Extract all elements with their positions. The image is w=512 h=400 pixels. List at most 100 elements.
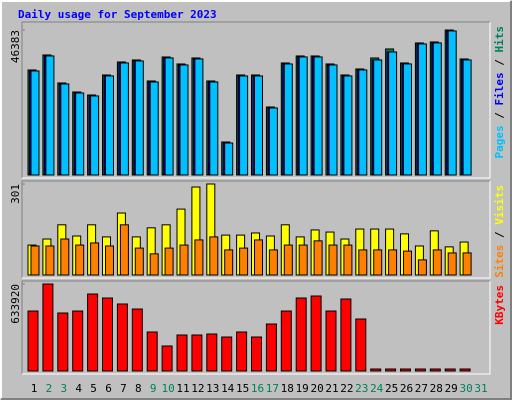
legend: KBytes [493,285,506,325]
bar [254,239,263,276]
x-tick-label: 29 [445,382,458,395]
bar [161,345,173,372]
x-tick-label: 26 [400,382,413,395]
bar [179,64,189,176]
x-tick-label: 20 [310,382,323,395]
x-tick-label: 6 [105,382,112,395]
plot-bevel [21,180,490,278]
x-tick-label: 1 [31,382,38,395]
plot-bevel [21,21,490,178]
bar [403,250,412,276]
x-tick-label: 31 [474,382,487,395]
bar [313,56,323,176]
legend-entry: Sites [493,245,506,278]
bar [131,308,143,372]
bar [72,310,84,372]
bar [87,293,99,372]
bar [251,336,262,372]
bar [265,323,277,372]
bar [146,331,158,372]
x-tick-label: 10 [161,382,174,395]
x-tick-label: 14 [221,382,235,395]
bar [385,368,397,372]
legend-entry: Pages [493,125,506,158]
bar [268,249,278,276]
bar [224,249,234,276]
bar [164,247,174,276]
bar [283,63,293,176]
x-tick-label: 2 [46,382,53,395]
legend-separator: / [493,106,506,126]
x-tick-label: 15 [236,382,249,395]
x-tick-label: 3 [60,382,67,395]
bar [45,245,55,276]
bar [328,64,338,176]
y-tick-label: 633920 [9,284,22,324]
x-tick-label: 22 [340,382,353,395]
x-tick-label: 28 [430,382,443,395]
bar [30,70,40,176]
bar [102,297,113,372]
bar [280,310,292,372]
bar [105,245,114,276]
bar [60,83,70,176]
bar [254,75,263,176]
bar [462,252,472,276]
y-tick-label: 301 [9,184,22,204]
x-tick-label: 5 [90,382,97,395]
bar [432,42,442,176]
bar [134,60,144,176]
legend-entry: Files [493,72,506,105]
x-tick-label: 11 [176,382,189,395]
bar [403,63,412,176]
x-tick-label: 30 [459,382,472,395]
bar [191,334,203,372]
bar [298,244,308,276]
bar [355,318,367,372]
bar [105,75,114,176]
bar [370,368,382,372]
plot-bevel [21,280,490,374]
bar [75,244,85,276]
legend-separator: / [493,225,506,245]
bar [149,81,159,176]
chart-title: Daily usage for September 2023 [18,8,217,21]
bar [75,92,85,176]
x-tick-label: 13 [206,382,219,395]
y-tick-label: 46383 [9,30,22,63]
bar [328,244,338,276]
bar [45,55,55,176]
x-tick-label: 18 [281,382,294,395]
bar [373,59,383,176]
plot-bevel [22,22,491,179]
bar [90,95,100,176]
bar [313,240,323,276]
bar [206,333,218,372]
bar [447,252,457,276]
bar [209,81,219,176]
x-tick-label: 4 [75,382,82,395]
bar [30,245,40,276]
bar [429,368,441,372]
bar [358,69,368,176]
bar [239,75,249,176]
bar [358,249,368,276]
bar [268,107,278,176]
bar [283,244,293,276]
bar [417,259,427,276]
x-tick-label: 24 [370,382,384,395]
bar [134,247,144,276]
legend-entry: Visits [493,185,506,225]
bar [116,303,128,372]
bar [432,249,442,276]
bar [57,312,69,372]
bar [414,368,426,372]
x-tick-label: 8 [135,382,142,395]
bar [119,224,129,276]
bar [194,239,204,276]
bar [60,238,70,276]
bar [239,247,249,276]
bar [388,51,398,176]
bar [119,62,129,176]
